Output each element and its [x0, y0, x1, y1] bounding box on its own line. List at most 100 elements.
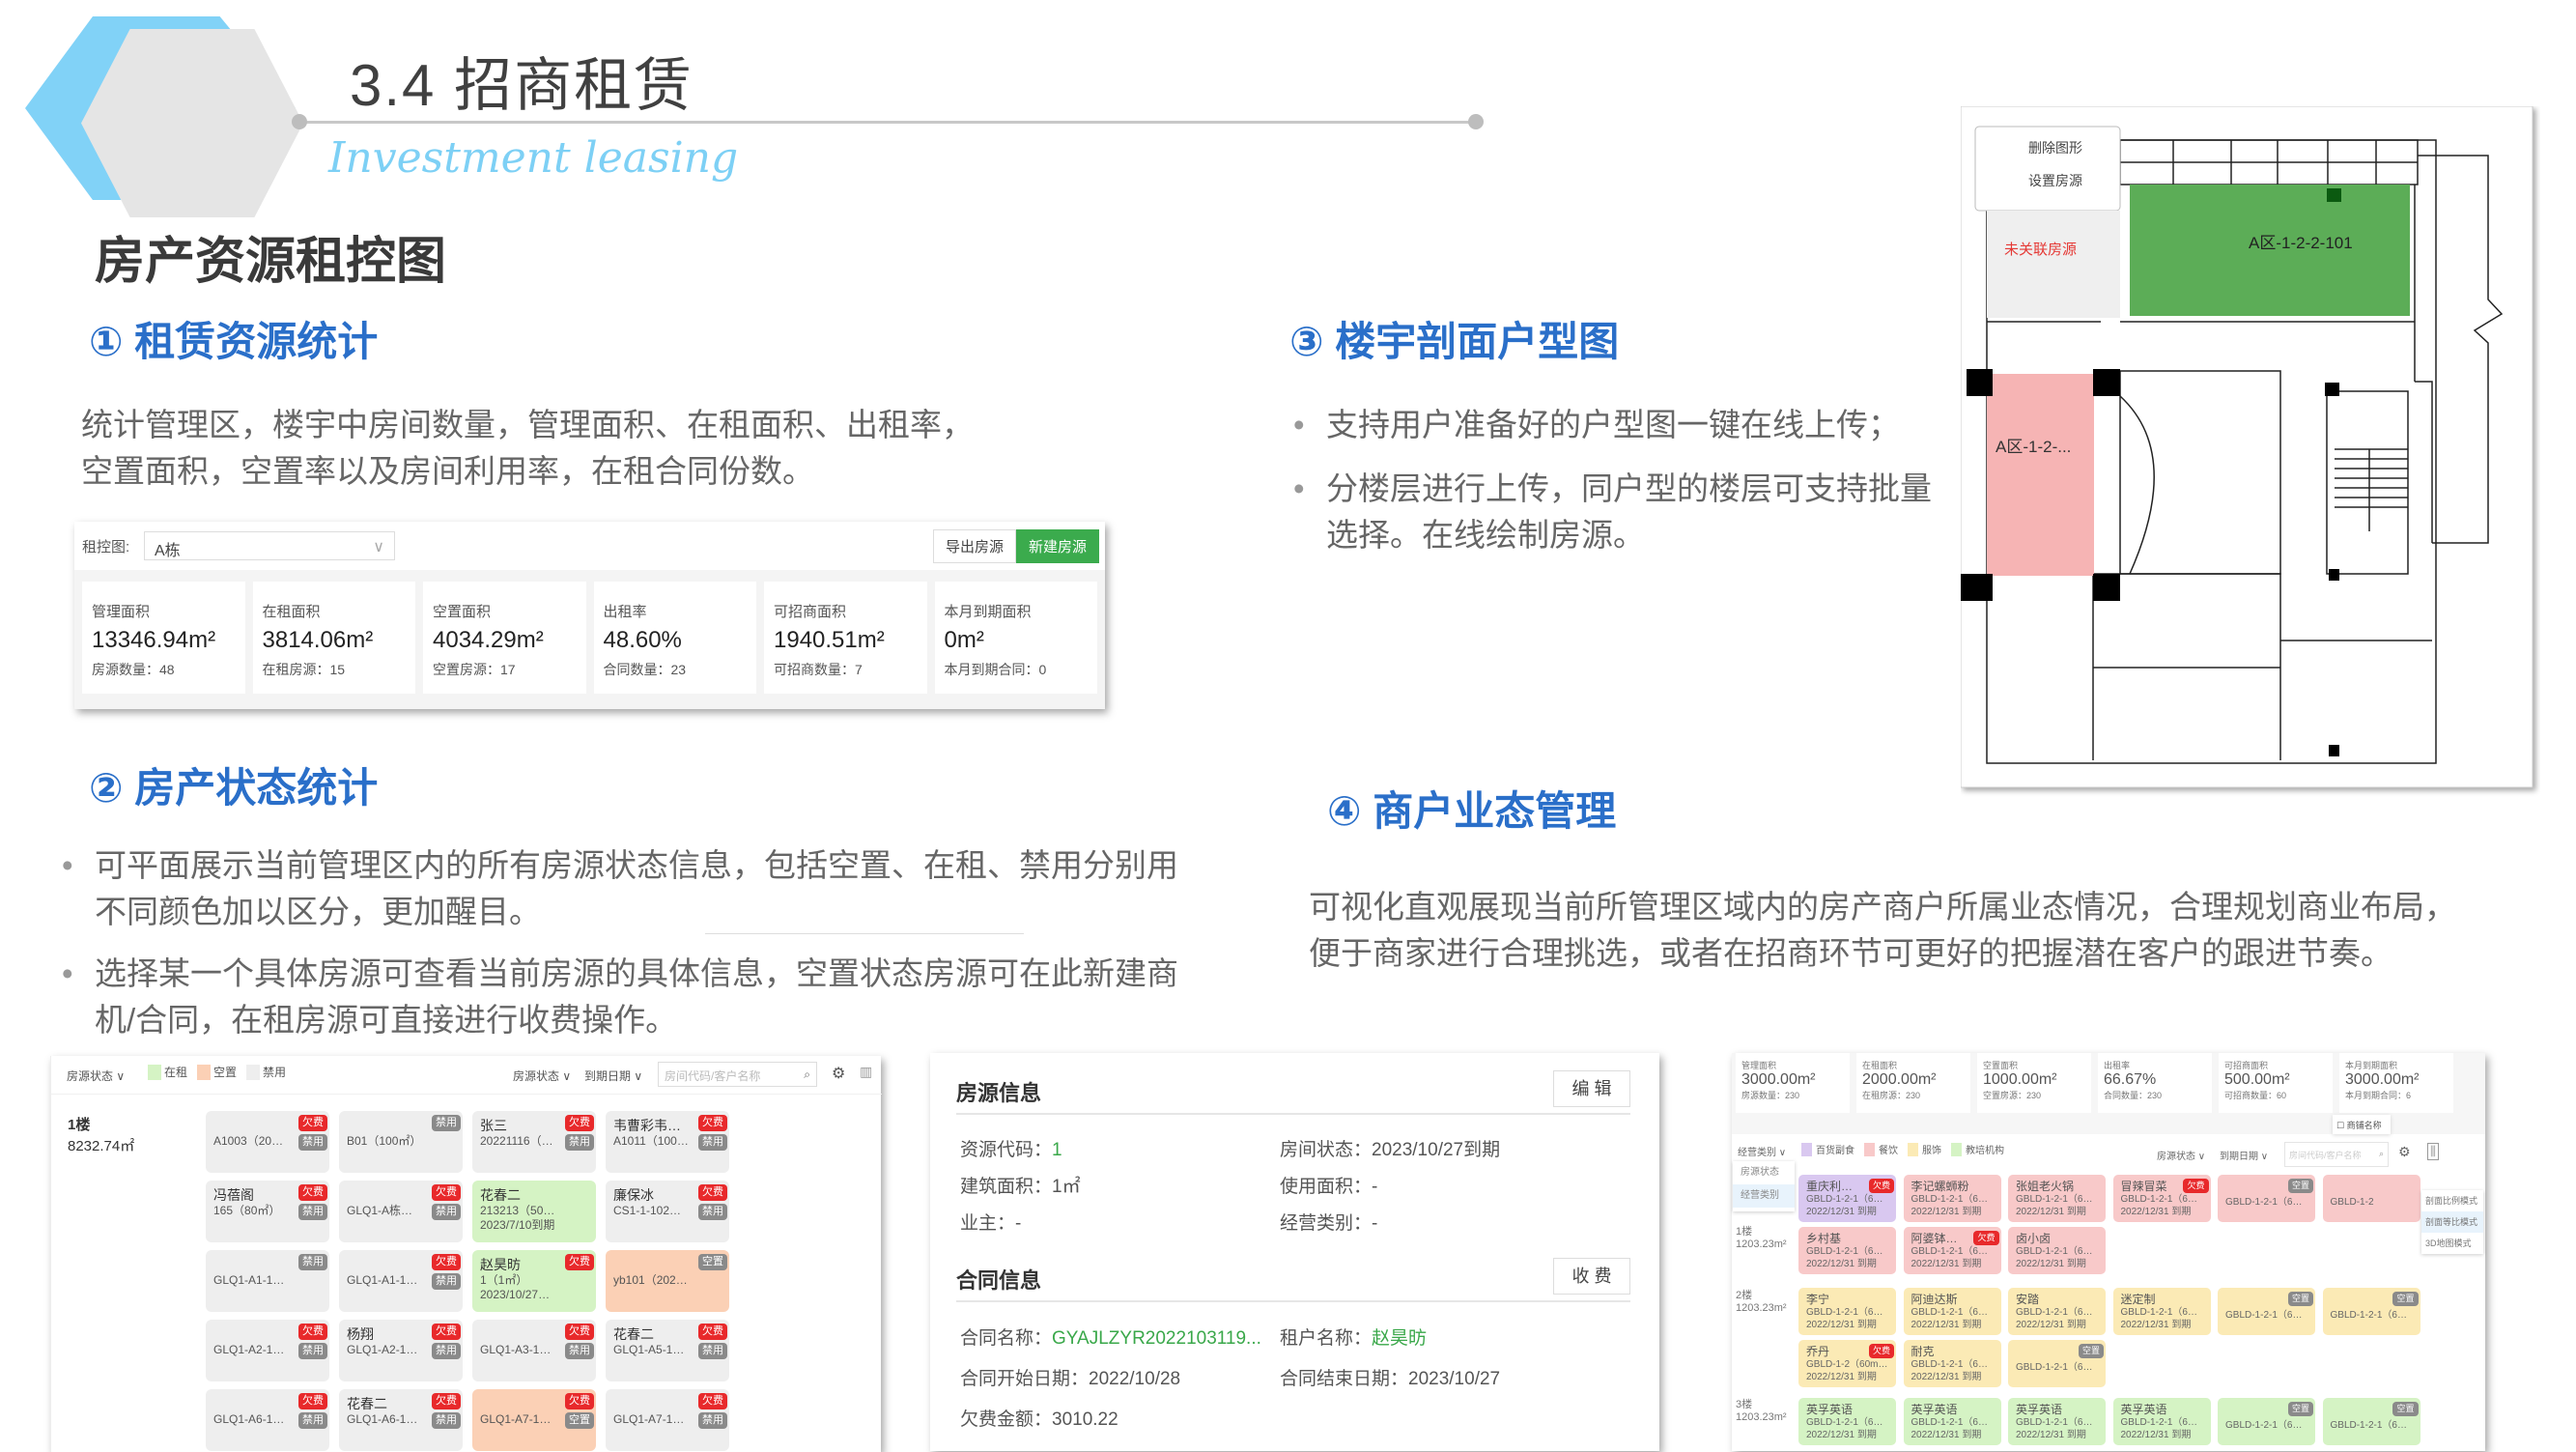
dropdown-option[interactable]: 房源状态 [1741, 1167, 1779, 1178]
dropdown-option-selected[interactable]: 经营类别 [1733, 1184, 1795, 1208]
floor-name: 1楼 [1736, 1226, 1753, 1238]
business-card[interactable]: GBLD-1-2-1（60m²） 空置 [2322, 1398, 2420, 1445]
view-mode-option[interactable]: 剖面比例模式 [2425, 1196, 2478, 1206]
business-card[interactable]: 乔丹 GBLD-1-2（60m²） 2022/12/31 到期 欠费 [1798, 1340, 1896, 1387]
room-tenant: 张三 [480, 1119, 507, 1133]
business-card[interactable]: 重庆利来食品公GBLD-1-2-1（60m²） 2022/12/31 到期 欠费 [1798, 1175, 1896, 1222]
category-filter[interactable]: 经营类别 ∨ [1738, 1148, 1787, 1158]
new-room-button[interactable]: 新建房源 [1015, 529, 1099, 563]
field-value: - [1372, 1177, 1378, 1197]
room-card[interactable]: GLQ1-A栋（72.7㎡欠费禁用 [339, 1181, 463, 1242]
business-card[interactable]: GBLD-1-2-1（60m²） 空置 [2322, 1288, 2420, 1335]
business-card[interactable]: GBLD-1-2-1（60m²） 空置 [2008, 1340, 2106, 1387]
view-mode-option-selected[interactable]: 剖面等比模式 [2421, 1211, 2483, 1233]
room-card[interactable]: yb101（202㎡） 空置 [606, 1250, 729, 1312]
status-dropdown[interactable]: 房源状态 ∨ [513, 1069, 572, 1083]
bullet-icon: • [62, 847, 73, 883]
status-filter[interactable]: 房源状态 ∨ [67, 1069, 126, 1083]
status-dropdown[interactable]: 房源状态 ∨ [2157, 1152, 2206, 1162]
room-card[interactable]: 冯蓓阁 165（80㎡） 欠费 禁用 [206, 1181, 329, 1242]
detail-field: 资源代码：1 [960, 1135, 1062, 1161]
floor-plan[interactable]: 删除图形 设置房源 未关联房源 A区-1-2-2-101 A区-1-2-... [1961, 106, 2540, 802]
business-card[interactable]: GBLD-1-2-1（60m²） 空置 [2218, 1398, 2315, 1445]
legend-label: 服饰 [1922, 1146, 1941, 1156]
business-card[interactable]: GBLD-1-2-1（60m²） 空置 [2218, 1175, 2315, 1222]
field-value[interactable]: 赵昊昉 [1372, 1328, 1428, 1349]
search-input[interactable]: 房间代码/客户名称 ⌕ [658, 1062, 817, 1087]
business-card[interactable]: GBLD-1-2 [2322, 1175, 2420, 1222]
detail-field: 经营类别：- [1280, 1209, 1377, 1235]
room-green[interactable] [2130, 185, 2410, 316]
menu-delete-shape[interactable]: 删除图形 [2028, 140, 2082, 156]
field-value: 2023/10/27 [1408, 1369, 1501, 1389]
columns-icon[interactable]: ⫼ [2427, 1143, 2439, 1160]
stat-value: 66.67% [2104, 1071, 2157, 1088]
field-value[interactable]: GYAJLZYR2022103119... [1052, 1328, 1261, 1349]
legend-label: 禁用 [263, 1066, 287, 1079]
view-mode-option[interactable]: 3D地图模式 [2425, 1238, 2472, 1248]
edit-button[interactable]: 编 辑 [1553, 1070, 1630, 1107]
shop-name-checkbox[interactable]: ☐ 商铺名称 [2333, 1115, 2391, 1134]
stat-value: 1000.00m² [1983, 1071, 2057, 1088]
room-code: GLQ1-A7-102（329 [613, 1412, 689, 1426]
gear-icon[interactable]: ⚙ [2398, 1144, 2411, 1159]
search-input[interactable]: 房间代码/客户名称 ⌕ [2284, 1142, 2389, 1167]
shop-expiry: 2022/12/31 到期 [2120, 1207, 2192, 1217]
floor-name: 2楼 [1736, 1290, 1753, 1301]
room-card[interactable]: GLQ1-A1-101（347.1... 禁用 [206, 1250, 329, 1312]
charge-button[interactable]: 收 费 [1553, 1258, 1630, 1295]
arrears-badge: 欠费 [1868, 1344, 1894, 1358]
columns-icon[interactable]: ▥ [860, 1064, 873, 1079]
room-card[interactable]: A1003（20㎡） 欠费 禁用 [206, 1111, 329, 1173]
room-pink[interactable] [1987, 374, 2094, 576]
dropdown-label: 房源状态 [2157, 1152, 2195, 1162]
legend-swatch [197, 1064, 212, 1080]
menu-set-room[interactable]: 设置房源 [2028, 173, 2082, 188]
legend-label: 餐饮 [1879, 1146, 1898, 1156]
building-select[interactable]: A栋 ∨ [144, 531, 395, 560]
shop-code: GBLD-1-2（60m²） [1806, 1359, 1888, 1370]
date-dropdown[interactable]: 到期日期 ∨ [2220, 1152, 2269, 1162]
gear-icon[interactable]: ⚙ [832, 1066, 846, 1082]
date-dropdown[interactable]: 到期日期 ∨ [584, 1069, 643, 1083]
detail-field: 合同名称：GYAJLZYR2022103119... [960, 1324, 1261, 1350]
business-card[interactable]: GBLD-1-2-1（60m²） 空置 [2218, 1288, 2315, 1335]
room-handle[interactable] [2327, 188, 2341, 202]
room-card[interactable]: B01（100㎡） 禁用 [339, 1111, 463, 1173]
unlinked-room-area[interactable] [1987, 211, 2120, 318]
pillar [2329, 745, 2339, 756]
bullet-icon: • [1293, 470, 1305, 506]
room-code: GLQ1-A1-101（347.1... [213, 1273, 289, 1287]
room-card[interactable]: 赵昊昉 1（1㎡） 2023/10/27到期 欠费 [472, 1250, 596, 1312]
legend-label: 教培机构 [1966, 1146, 2004, 1156]
export-rooms-button[interactable]: 导出房源 [932, 529, 1016, 563]
